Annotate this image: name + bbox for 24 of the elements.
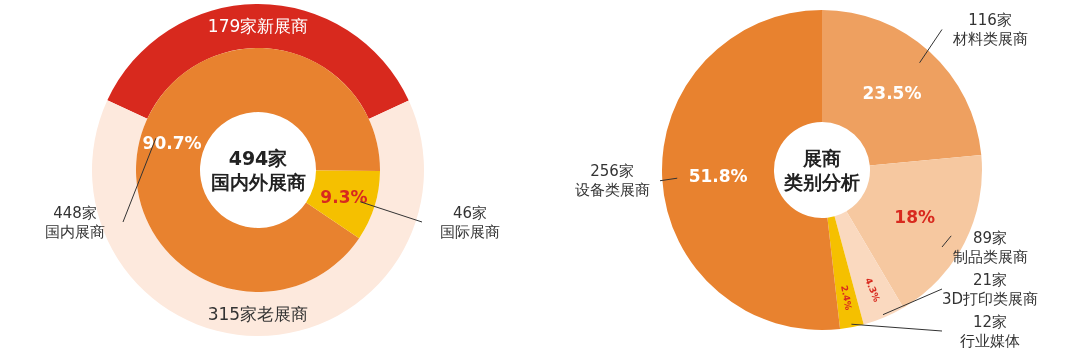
- slice-label: 46家国际展商: [440, 203, 500, 241]
- data-label: 2.4%: [839, 284, 854, 311]
- slice-label: 256家设备类展商: [574, 162, 650, 200]
- slice-label: 448家国内展商: [45, 203, 105, 241]
- donut-slice: [662, 10, 841, 330]
- text: 494家: [228, 147, 288, 169]
- slice-label: 116家材料类展商: [951, 10, 1028, 48]
- donut-slice: [827, 216, 864, 329]
- slice-label: 21家3D打印类展商: [941, 270, 1039, 308]
- donut-slice: [107, 4, 409, 119]
- data-label: 90.7%: [142, 133, 202, 154]
- text: 展商: [802, 147, 841, 169]
- donut-slice: [136, 48, 380, 292]
- slice-label: 12家行业媒体: [960, 312, 1020, 350]
- text: 国内外展商: [210, 171, 306, 193]
- data-label: 9.3%: [320, 186, 368, 207]
- slice-label: 89家制品类展商: [952, 228, 1028, 266]
- slice-label: 179家新展商: [207, 15, 309, 37]
- data-label: 18%: [894, 207, 936, 228]
- data-label: 51.8%: [688, 165, 748, 186]
- data-label: 23.5%: [862, 83, 922, 104]
- slice-label: 315家老展商: [207, 303, 309, 325]
- data-label: 4.3%: [863, 276, 882, 304]
- text: 类别分析: [783, 171, 860, 193]
